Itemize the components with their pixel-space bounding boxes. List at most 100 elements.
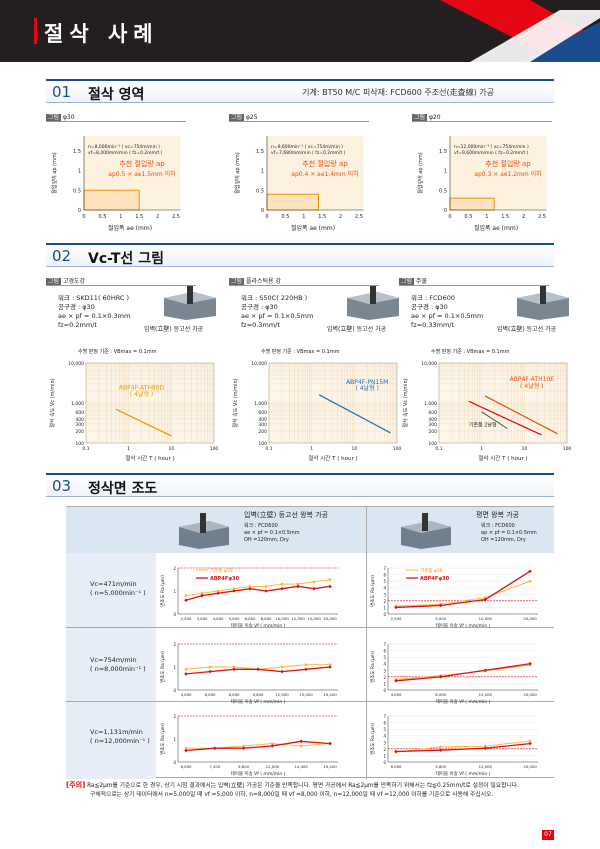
- x-label: 테이블 이송 Vf ( mm/min ): [231, 770, 286, 776]
- y-tick: 0: [78, 208, 81, 214]
- speed-condition: Vc=471m/min( n=5,000min⁻¹ ): [90, 580, 146, 597]
- x-tick: 8,000: [229, 692, 240, 697]
- y-tick: 0: [383, 760, 386, 765]
- y-tick: 1: [383, 681, 386, 686]
- x-tick: 10,000: [479, 616, 493, 621]
- series-old: [395, 740, 531, 753]
- y-label: 절입깊이 ap (mm): [234, 152, 241, 194]
- recommended-area: [449, 197, 495, 211]
- x-tick: 100: [393, 446, 402, 452]
- x-tick: 19,200: [323, 692, 337, 697]
- table-rowhead: [66, 553, 156, 779]
- caution-text-1: Ra≦2μm를 기준으로 한 경우, 상기 시험 결과에서는 입벽(立壁) 가공…: [87, 783, 519, 789]
- section-1-header: 01 절삭 영역 기계: BT50 M/C 피삭재: FCD600 주조선(走査…: [46, 79, 554, 103]
- x-tick: 10: [521, 446, 527, 452]
- x-tick: 9,600: [435, 764, 446, 769]
- recommended-title: 추천 절입량 ap: [119, 159, 165, 168]
- y-tick: 1,000: [424, 401, 437, 407]
- page-title: 절삭 사례: [44, 22, 159, 46]
- x-tick: 0.5: [98, 214, 106, 220]
- y-tick: 0: [173, 760, 176, 765]
- table-head: [66, 507, 554, 553]
- y-tick: 10,000: [251, 361, 267, 367]
- y-tick: 1.5: [439, 149, 447, 155]
- x-tick: 1.5: [318, 214, 326, 220]
- x-tick: 15,000: [299, 692, 313, 697]
- page-number: 07: [542, 830, 554, 840]
- x-tick: 8,000: [435, 692, 446, 697]
- y-tick: 2: [383, 599, 386, 604]
- legend-new: ABP4Fφ30: [420, 576, 450, 582]
- x-tick: 2: [522, 214, 525, 220]
- section-number: 01: [52, 83, 72, 101]
- y-label: 면조도 Ra (μm): [159, 723, 166, 755]
- y-tick: 400: [75, 417, 84, 423]
- y-tick: 1: [261, 169, 264, 175]
- recommended-title: 추천 절입량 ap: [302, 159, 348, 168]
- x-tick: 20,000: [523, 764, 537, 769]
- section-title: Vc-T선 그림: [88, 251, 164, 267]
- x-tick: 2,500: [391, 616, 402, 621]
- x-tick: 0.5: [464, 214, 472, 220]
- x-tick: 2: [339, 214, 342, 220]
- y-label: 면조도 Ra (μm): [369, 723, 376, 755]
- recommended-area: [266, 193, 320, 211]
- section-condition: 기계: BT50 M/C 피삭재: FCD600 주조선(走査線) 가공: [302, 88, 494, 97]
- cond-line-1: n=9,600min⁻¹ ( vc=754m/min ): [271, 144, 343, 150]
- recommended-limit: ap0.3 × ae1.2mm 이하: [474, 170, 542, 178]
- x-label: 절입폭 ae (mm): [291, 224, 335, 232]
- cond-line-2: vf=9,600mm/min ( fz=0.2mm/t ): [454, 150, 529, 156]
- y-tick: 0: [444, 208, 447, 214]
- series-new: [185, 740, 331, 752]
- y-tick: 200: [75, 429, 84, 435]
- x-tick: 12,000: [266, 764, 280, 769]
- y-tick: 1: [383, 605, 386, 610]
- cond-line-2: vf=8,400mm/min ( fz=0.2mm/t ): [88, 150, 163, 156]
- page-header: 절삭 사례: [0, 0, 600, 62]
- caution-label: [주의]: [66, 781, 86, 789]
- y-tick: 7: [383, 714, 386, 719]
- head-right-cond: 워크 : FCD600 ap × pf = 0.1×0.5mm OH =120mm,…: [481, 523, 537, 543]
- work-conditions: 워크 : S50C( 220HB ) 공구경 : φ30 ae × pf = 0.1…: [241, 294, 314, 329]
- y-tick: 200: [258, 429, 267, 435]
- chart-tag: 그림 φ30: [46, 112, 186, 122]
- roughness-chart: 0 1 2 6,000 7,200 9,600 12,000 14,400 19,200 테이블 …: [159, 714, 338, 776]
- y-tick: 2: [383, 747, 386, 752]
- x-tick: 7,200: [209, 764, 220, 769]
- recommended-limit: ap0.4 × ae1.4mm 이하: [291, 170, 359, 178]
- cond-line-2: vf=7,680mm/min ( fz=0.2mm/t ): [271, 150, 346, 156]
- y-tick: 6: [383, 573, 386, 578]
- y-tick: 0.5: [256, 188, 264, 194]
- x-label: 절삭 시간 T ( hour ): [308, 454, 357, 462]
- x-tick: 6,000: [181, 764, 192, 769]
- caution-text-2: 구체적으로는 상기 데이터에서 n=5,000일 때 vf =5,000 이하,…: [90, 792, 494, 798]
- x-tick: 10: [351, 446, 357, 452]
- y-tick: 1: [444, 169, 447, 175]
- x-tick: 1.5: [135, 214, 143, 220]
- x-tick: 4,000: [181, 692, 192, 697]
- work-conditions: 워크 : SKD11( 60HRC ) 공구경 : φ30 ae × pf = 0.…: [58, 294, 131, 329]
- flute-count: ( 4날형 ): [520, 382, 543, 390]
- series-new: [395, 663, 531, 682]
- y-tick: 400: [428, 417, 437, 423]
- caution-note: [주의] Ra≦2μm를 기준으로 한 경우, 상기 시험 결과에서는 입벽(立…: [66, 781, 566, 800]
- recommended-title: 추천 절입량 ap: [485, 159, 531, 168]
- section-number: 03: [52, 477, 72, 495]
- x-tick: 10,000: [275, 616, 289, 621]
- x-tick: 2: [156, 214, 159, 220]
- x-tick: 12,000: [479, 764, 493, 769]
- header-accent: [34, 18, 37, 44]
- x-tick: 9,600: [253, 692, 264, 697]
- x-tick: 6,000: [205, 692, 216, 697]
- y-tick: 5: [383, 579, 386, 584]
- y-tick: 300: [428, 422, 437, 428]
- y-tick: 5: [383, 655, 386, 660]
- y-tick: 0: [383, 688, 386, 693]
- y-tick: 3: [383, 668, 386, 673]
- y-tick: 1.5: [73, 149, 81, 155]
- life-curve: [115, 408, 172, 437]
- head-left: 입벽(立壁) 등고선 왕복 가공: [244, 511, 329, 519]
- x-tick: 4,000: [213, 616, 224, 621]
